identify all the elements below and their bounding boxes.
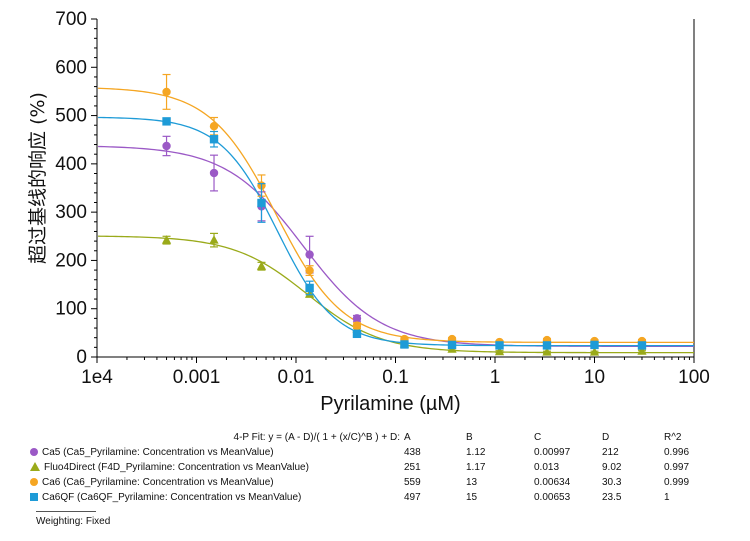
cell-b: 1.17 — [466, 462, 486, 473]
data-point-ca6qf — [542, 341, 552, 350]
fit-parameters-table: 4-P Fit: y = (A - D)/( 1 + (x/C)^B ) + D… — [30, 430, 689, 505]
data-point-ca6qf — [209, 135, 219, 144]
data-point-ca6qf — [162, 117, 171, 126]
data-point-fluo4direct — [589, 347, 600, 356]
data-point-fluo4direct — [637, 346, 647, 355]
cell-b: 13 — [466, 477, 478, 488]
y-tick-label: 200 — [55, 250, 87, 271]
cell-r2: 0.996 — [664, 447, 690, 458]
x-tick-label: 0.01 — [278, 367, 315, 388]
data-point-fluo4direct — [256, 261, 267, 270]
data-point-ca5 — [162, 141, 171, 151]
table-row: Ca6QF (Ca6QF_Pyrilamine: Concentration v… — [30, 490, 689, 505]
y-tick-label: 100 — [55, 299, 87, 320]
fluo4direct-marker-icon — [30, 462, 40, 471]
x-tick-label: 0.001 — [173, 367, 221, 388]
cell-a: 251 — [404, 462, 421, 473]
weighting-note: Weighting: Fixed — [36, 516, 111, 527]
cell-r2: 0.997 — [664, 462, 690, 473]
row-label: Ca6QF (Ca6QF_Pyrilamine: Concentration v… — [42, 492, 302, 503]
data-point-ca6 — [162, 87, 171, 97]
x-tick-label: 1e4 — [81, 367, 113, 388]
fit-curve-ca6qf — [98, 116, 694, 347]
y-tick-label: 600 — [55, 57, 87, 78]
data-point-ca6qf — [590, 340, 599, 350]
cell-d: 30.3 — [602, 477, 622, 488]
data-point-ca6 — [352, 321, 362, 330]
ca6-marker-icon — [30, 478, 38, 486]
data-point-fluo4direct — [209, 235, 219, 244]
cell-c: 0.013 — [534, 462, 560, 473]
data-point-ca6qf — [637, 341, 647, 350]
x-tick-label: 100 — [678, 367, 710, 388]
cell-d: 212 — [602, 447, 619, 458]
cell-r2: 0.999 — [664, 477, 690, 488]
cell-c: 0.00653 — [534, 492, 571, 503]
cell-r2: 1 — [664, 492, 670, 503]
cell-d: 23.5 — [602, 492, 622, 503]
data-point-ca6qf — [447, 340, 457, 350]
dose-response-chart: 0 100 200 300 400 500 600 700 1e4 0.001 0.01 0.1 1 10… — [27, 9, 710, 415]
y-tick-label: 0 — [76, 347, 87, 368]
data-point-ca6qf — [257, 198, 266, 208]
table-row: Ca6 (Ca6_Pyrilamine: Concentration vs Me… — [30, 475, 689, 490]
ca6qf-marker-icon — [30, 493, 38, 501]
col-a-header: A — [404, 432, 411, 443]
fit-curve-ca5 — [98, 145, 694, 348]
data-point-ca5 — [352, 314, 362, 323]
fit-equation-header: 4-P Fit: y = (A - D)/( 1 + (x/C)^B ) + D… — [233, 432, 400, 443]
y-tick-label: 700 — [55, 9, 87, 30]
cell-c: 0.00634 — [534, 477, 571, 488]
row-label: Fluo4Direct (F4D_Pyrilamine: Concentrati… — [44, 462, 309, 473]
col-d-header: D — [602, 432, 610, 443]
x-axis-title: Pyrilamine (µM) — [320, 393, 460, 415]
col-r2-header: R^2 — [664, 432, 682, 443]
table-row: Ca5 (Ca5_Pyrilamine: Concentration vs Me… — [30, 445, 689, 460]
table-row: Fluo4Direct (F4D_Pyrilamine: Concentrati… — [30, 460, 689, 475]
y-tick-label: 300 — [55, 202, 87, 223]
data-point-ca5 — [305, 250, 314, 259]
cell-b: 1.12 — [466, 447, 486, 458]
data-point-ca5 — [209, 168, 219, 178]
data-point-fluo4direct — [542, 347, 552, 356]
data-point-ca6qf — [305, 283, 314, 293]
data-point-fluo4direct — [161, 235, 172, 244]
data-point-ca6qf — [400, 340, 409, 349]
y-tick-label: 500 — [55, 106, 87, 127]
data-point-ca6 — [209, 121, 219, 131]
col-c-header: C — [534, 432, 542, 443]
divider — [36, 511, 96, 512]
row-label: Ca6 (Ca6_Pyrilamine: Concentration vs Me… — [42, 477, 274, 488]
x-tick-label: 1 — [490, 367, 501, 388]
cell-a: 559 — [404, 477, 421, 488]
cell-d: 9.02 — [602, 462, 622, 473]
cell-b: 15 — [466, 492, 478, 503]
data-point-ca6qf — [352, 329, 362, 339]
y-tick-label: 400 — [55, 154, 87, 175]
x-tick-label: 0.1 — [382, 367, 408, 388]
row-label: Ca5 (Ca5_Pyrilamine: Concentration vs Me… — [42, 447, 274, 458]
y-axis-title: 超过基线的响应 (%) — [27, 92, 49, 264]
data-point-ca6 — [305, 266, 314, 275]
col-b-header: B — [466, 432, 473, 443]
x-tick-label: 10 — [584, 367, 605, 388]
ca5-marker-icon — [30, 448, 38, 456]
cell-c: 0.00997 — [534, 447, 571, 458]
cell-a: 497 — [404, 492, 421, 503]
data-point-ca6qf — [495, 341, 504, 350]
cell-a: 438 — [404, 447, 421, 458]
data-point-fluo4direct — [494, 346, 505, 356]
